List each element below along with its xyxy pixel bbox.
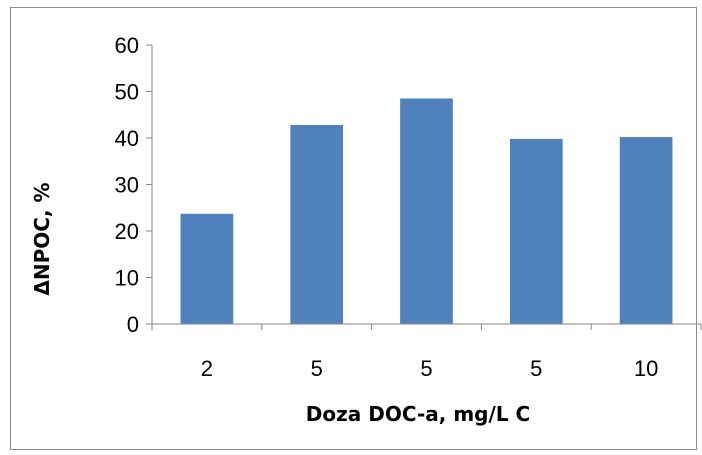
bars-group (180, 98, 673, 324)
bar (180, 213, 234, 324)
x-ticks-group: 2 5 5 5 10 (151, 324, 702, 381)
bar (509, 138, 563, 324)
bar (400, 98, 453, 324)
y-tick-label: 0 (127, 312, 139, 337)
y-ticks-group: 0 10 20 30 40 50 60 (115, 33, 152, 337)
x-tick-label: 5 (530, 356, 542, 381)
y-tick-label: 40 (115, 126, 139, 151)
y-axis-title: ΔNPOC, % (30, 182, 54, 295)
y-tick-label: 20 (115, 219, 139, 244)
bar (619, 137, 673, 324)
x-tick-label: 10 (634, 356, 658, 381)
x-tick-label: 5 (311, 356, 323, 381)
y-tick-label: 30 (115, 173, 139, 198)
x-axis-title: Doza DOC-a, mg/L C (306, 402, 530, 426)
y-tick-label: 10 (115, 266, 139, 291)
bar (290, 124, 344, 324)
x-tick-label: 2 (201, 356, 213, 381)
chart-frame (10, 7, 697, 450)
y-tick-label: 50 (115, 80, 139, 105)
x-tick-label: 5 (420, 356, 432, 381)
y-tick-label: 60 (115, 33, 139, 58)
